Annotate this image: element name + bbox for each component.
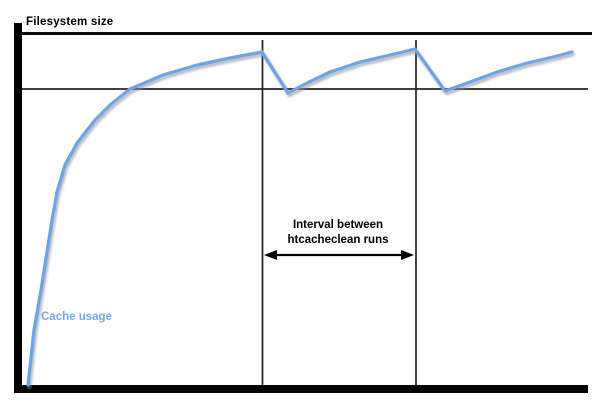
cache-usage-label: Cache usage	[41, 311, 112, 323]
y-axis	[14, 23, 22, 393]
interval-annotation-line2: htcacheclean runs	[287, 233, 389, 246]
interval-arrow	[264, 250, 414, 260]
cache-usage-curve	[26, 47, 574, 387]
x-axis	[14, 385, 588, 393]
filesystem-size-label: Filesystem size	[26, 16, 114, 28]
interval-annotation: Interval between htcacheclean runs	[256, 218, 420, 247]
interval-arrowhead-right-icon	[401, 250, 414, 260]
interval-annotation-line1: Interval between	[292, 219, 384, 231]
interval-arrowhead-left-icon	[264, 250, 277, 260]
